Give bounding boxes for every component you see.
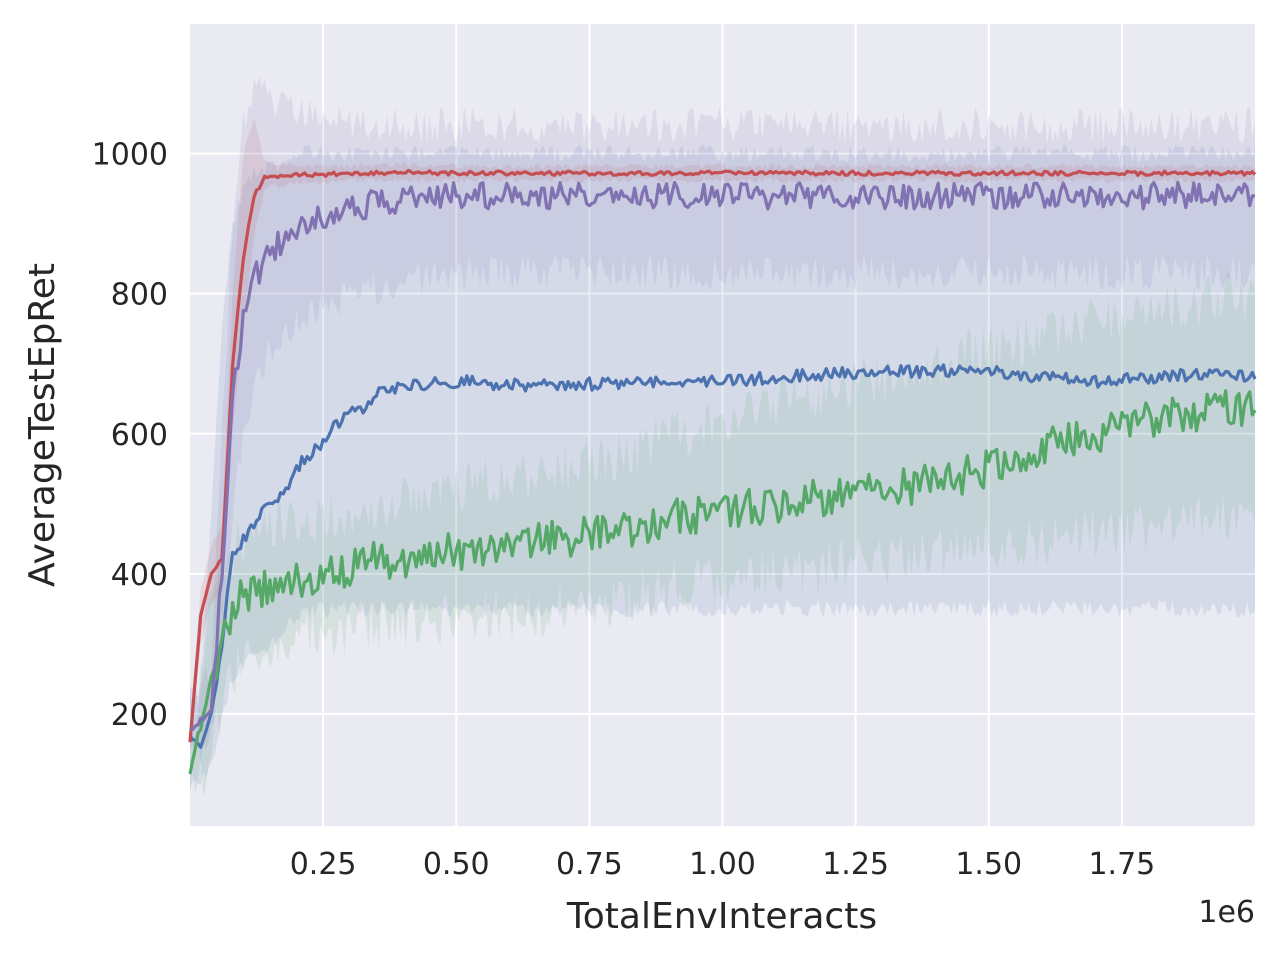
series-band (190, 144, 1255, 791)
series-lines (188, 168, 1257, 775)
x-tick-label: 0.25 (290, 847, 357, 882)
y-tick-label: 600 (111, 418, 168, 453)
series-line (189, 180, 1255, 732)
series-band (190, 76, 1255, 764)
y-tick-label: 200 (111, 698, 168, 733)
y-tick-labels: 200 400 600 800 1000 (92, 138, 168, 733)
y-tick-label: 1000 (92, 138, 168, 173)
x-tick-label: 1.50 (955, 847, 1022, 882)
series-line (188, 389, 1257, 775)
x-tick-labels: 0.25 0.50 0.75 1.00 1.25 1.50 1.75 (290, 847, 1156, 882)
x-tick-label: 1.25 (822, 847, 889, 882)
y-axis-label: AverageTestEpRet (22, 263, 63, 587)
x-tick-label: 1.75 (1088, 847, 1155, 882)
series-band (190, 271, 1255, 796)
confidence-bands (190, 76, 1255, 796)
x-tick-label: 0.50 (423, 847, 490, 882)
series-band (190, 117, 1255, 756)
y-tick-label: 800 (111, 278, 168, 313)
x-tick-label: 1.00 (689, 847, 756, 882)
x-axis-label: TotalEnvInteracts (566, 896, 877, 937)
series-line (188, 363, 1257, 749)
x-tick-label: 0.75 (556, 847, 623, 882)
series-line (188, 168, 1257, 743)
y-tick-label: 400 (111, 558, 168, 593)
x-axis-offset-label: 1e6 (1198, 895, 1255, 930)
